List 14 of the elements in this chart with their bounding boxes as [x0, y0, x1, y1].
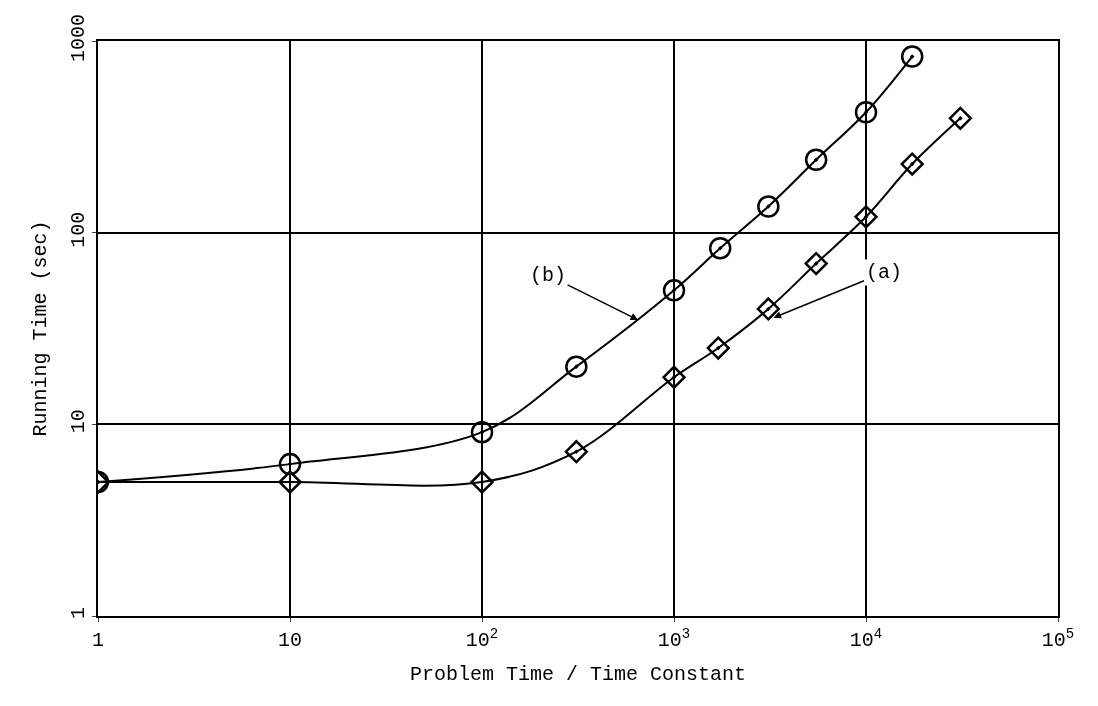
x-tick-label: 10$^{3}$: [657, 625, 691, 652]
annotation: (a): [866, 261, 903, 284]
x-tick-label: 1: [91, 629, 105, 652]
y-tick-label: 10: [67, 409, 90, 434]
x-tick-label: 10: [277, 629, 303, 652]
y-tick-label: 1000: [67, 13, 90, 63]
y-axis-title: Running Time (sec): [29, 220, 52, 437]
annotation: (b): [530, 264, 567, 287]
x-axis-title: Problem Time / Time Constant: [409, 663, 747, 686]
y-tick-label: 100: [67, 211, 90, 248]
x-tick-label: 10$^{4}$: [849, 625, 883, 652]
x-tick-label: 10$^{5}$: [1041, 625, 1075, 652]
x-tick-label: 10$^{2}$: [465, 625, 499, 652]
y-tick-label: 1: [67, 606, 90, 620]
